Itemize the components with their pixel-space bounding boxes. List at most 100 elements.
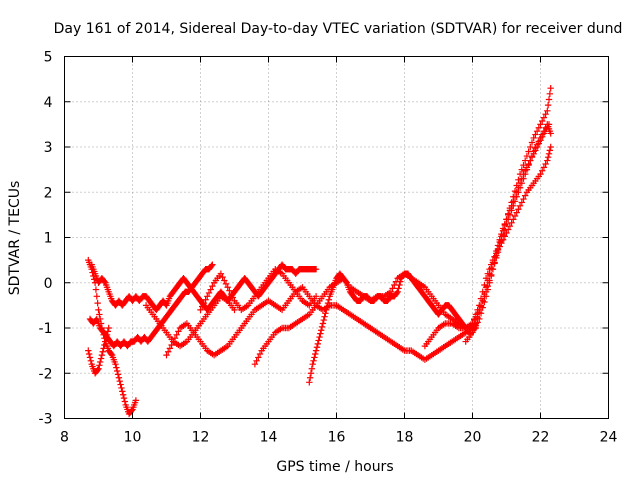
data-point [207, 286, 214, 293]
y-tick-label: -1 [39, 321, 53, 337]
data-point [389, 285, 396, 292]
data-point [522, 192, 529, 199]
data-point [506, 222, 514, 230]
series-track-d [88, 261, 320, 314]
data-point [486, 270, 493, 277]
data-point [256, 350, 264, 358]
data-point [525, 160, 532, 168]
data-point [546, 90, 554, 98]
data-point [505, 211, 512, 219]
data-point [94, 299, 101, 307]
data-point [532, 131, 539, 138]
data-point [520, 161, 527, 169]
data-point [545, 150, 553, 157]
data-point [86, 354, 94, 361]
data-point [518, 166, 525, 173]
data-point [205, 289, 213, 297]
series-track-f [251, 270, 480, 368]
data-point [115, 374, 123, 381]
y-tick-label: 4 [44, 95, 53, 111]
data-point [132, 397, 140, 404]
series-track-g [306, 270, 469, 386]
series-track-a [85, 256, 140, 418]
data-point [545, 96, 553, 103]
data-point [318, 327, 325, 334]
data-point [395, 285, 402, 292]
series-track-c [85, 324, 112, 377]
data-point [499, 225, 507, 232]
data-point [396, 281, 403, 289]
y-tick-label: 2 [44, 185, 53, 201]
data-point [226, 287, 233, 294]
data-point [209, 282, 216, 290]
data-point [493, 247, 500, 255]
data-point [95, 306, 102, 314]
series-track-e [163, 284, 480, 363]
data-point [498, 230, 505, 238]
chart-title: Day 161 of 2014, Sidereal Day-to-day VTE… [54, 21, 623, 37]
data-point [165, 348, 172, 355]
data-point [166, 345, 174, 352]
data-point [163, 351, 170, 359]
data-point [312, 293, 320, 300]
marks-layer [85, 84, 554, 418]
data-point [312, 265, 320, 273]
x-tick-label: 18 [396, 430, 414, 446]
data-point [522, 167, 529, 174]
data-point [472, 311, 480, 318]
data-point [118, 384, 125, 392]
data-point [112, 361, 119, 368]
data-point [99, 348, 106, 355]
data-point [516, 202, 524, 210]
data-point [494, 242, 502, 249]
data-point [173, 331, 180, 338]
y-tick-label: 5 [44, 50, 53, 66]
data-point [481, 290, 488, 298]
data-point [479, 297, 486, 305]
data-point [227, 290, 235, 298]
data-point [231, 306, 238, 314]
data-point [318, 323, 326, 331]
data-point [96, 362, 103, 369]
data-point [539, 117, 546, 125]
x-tick-label: 12 [192, 430, 210, 446]
y-tick-label: -2 [39, 366, 53, 382]
data-point [128, 407, 135, 414]
data-point [307, 370, 315, 377]
data-point [200, 299, 208, 307]
data-point [535, 140, 542, 147]
x-tick-label: 10 [124, 430, 142, 446]
data-point [513, 209, 520, 216]
data-point [544, 107, 551, 114]
data-point [510, 216, 517, 223]
data-point [520, 170, 527, 178]
y-tick-label: 0 [44, 276, 53, 292]
y-axis-label: SDTVAR / TECUs [7, 181, 23, 296]
data-point [323, 303, 331, 310]
data-point [523, 164, 531, 171]
data-point [87, 357, 95, 365]
x-axis-label: GPS time / hours [276, 459, 393, 475]
data-point [505, 226, 512, 233]
data-point [469, 327, 476, 334]
data-point [539, 167, 546, 174]
data-point [547, 143, 554, 151]
data-point [251, 361, 259, 368]
data-point [325, 296, 333, 303]
data-point [546, 147, 554, 154]
data-point [314, 340, 321, 348]
data-point [528, 139, 536, 146]
data-point [515, 176, 522, 184]
series-track-b [86, 261, 216, 350]
data-point [311, 354, 318, 361]
data-point [93, 293, 100, 300]
data-point [511, 212, 519, 220]
data-point [532, 147, 539, 154]
data-point [119, 388, 126, 395]
data-point [508, 219, 515, 226]
data-point [117, 381, 124, 388]
data-point [503, 229, 510, 237]
data-point [496, 236, 503, 243]
data-point [527, 157, 534, 164]
